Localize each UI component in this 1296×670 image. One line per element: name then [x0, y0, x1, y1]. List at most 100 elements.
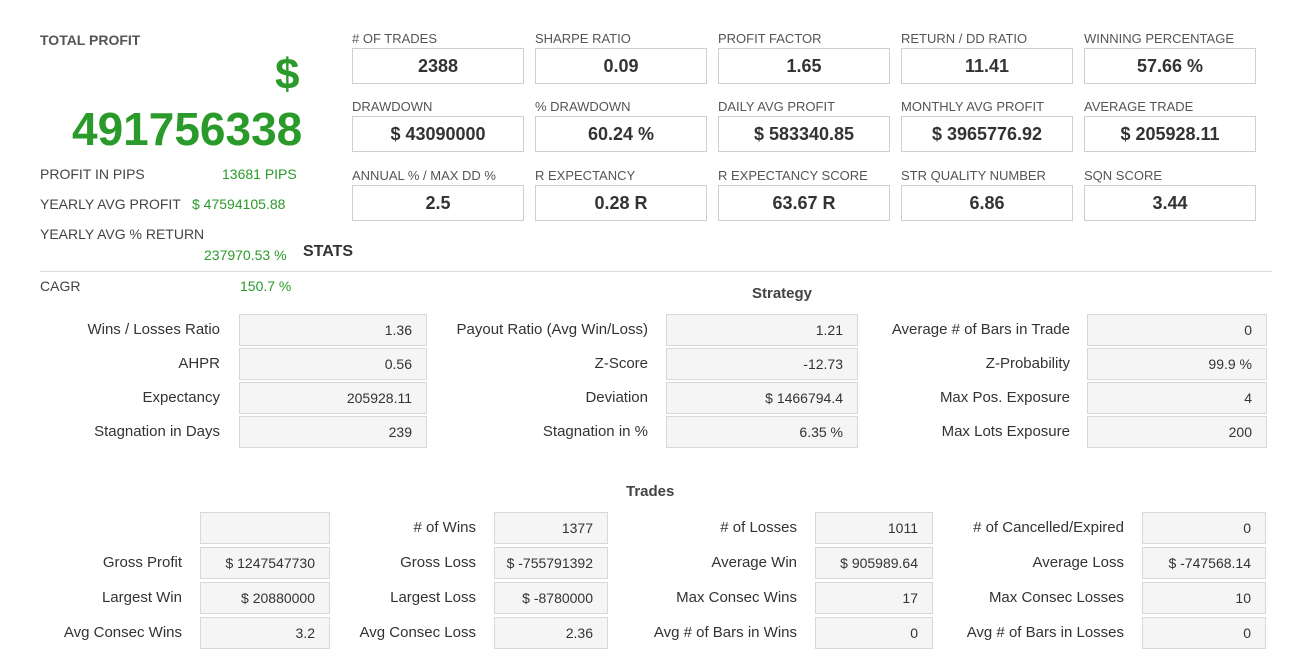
total-profit-value: 491756338: [72, 103, 303, 155]
strategy-row-value: 0: [1087, 314, 1267, 346]
metric-label: WINNING PERCENTAGE: [1084, 31, 1234, 46]
trades-row-value: $ -8780000: [494, 582, 608, 614]
trades-section-title: Trades: [626, 483, 675, 500]
metric-label: ANNUAL % / MAX DD %: [352, 168, 496, 183]
strategy-row-value: 4: [1087, 382, 1267, 414]
cagr-value: 150.7 %: [240, 278, 292, 294]
metric-value: 0.09: [535, 48, 707, 84]
metric-label: RETURN / DD RATIO: [901, 31, 1028, 46]
metric-value: 6.86: [901, 185, 1073, 221]
trades-row-label: Average Loss: [1032, 554, 1124, 571]
trades-row-value: 0: [1142, 617, 1266, 649]
total-profit-title: TOTAL PROFIT: [40, 32, 141, 48]
metric-label: # OF TRADES: [352, 31, 438, 46]
trades-row-label: Average Win: [711, 554, 797, 571]
strategy-row-value: 1.21: [666, 314, 858, 346]
metric-value: 57.66 %: [1084, 48, 1256, 84]
strategy-row-value: 239: [239, 416, 427, 448]
trades-row-value: 2.36: [494, 617, 608, 649]
trades-row-label: Largest Win: [101, 589, 182, 606]
strategy-row-label: Z-Probability: [985, 355, 1070, 372]
stats-title: STATS: [303, 243, 354, 260]
trades-row-value: $ -747568.14: [1142, 547, 1266, 579]
metric-value: $ 205928.11: [1084, 116, 1256, 152]
strategy-row-label: Average # of Bars in Trade: [891, 321, 1070, 338]
metric-value: 0.28 R: [535, 185, 707, 221]
yearly-avg-profit-value: $ 47594105.88: [192, 196, 286, 212]
yearly-avg-return-value: 237970.53 %: [204, 247, 287, 263]
metric-label: PROFIT FACTOR: [718, 31, 822, 46]
trades-row-value: 0: [1142, 512, 1266, 544]
trades-row-label: Max Consec Wins: [676, 589, 797, 606]
yearly-avg-return-label: YEARLY AVG % RETURN: [40, 226, 205, 242]
trades-row-label: Avg Consec Wins: [63, 624, 182, 641]
strategy-section-title: Strategy: [752, 285, 813, 302]
strategy-row-label: Deviation: [585, 389, 648, 406]
metric-label: STR QUALITY NUMBER: [901, 168, 1046, 183]
trades-row-label: Avg # of Bars in Wins: [653, 624, 797, 641]
strategy-row-label: Stagnation in Days: [94, 423, 220, 440]
trades-row-value: 3.2: [200, 617, 330, 649]
strategy-row-value: 99.9 %: [1087, 348, 1267, 380]
strategy-row-value: 200: [1087, 416, 1267, 448]
divider: [40, 271, 1272, 272]
strategy-row-value: 205928.11: [239, 382, 427, 414]
yearly-avg-profit-label: YEARLY AVG PROFIT: [40, 196, 181, 212]
trades-row-value: $ 20880000: [200, 582, 330, 614]
metric-value: 11.41: [901, 48, 1073, 84]
metric-value: 2388: [352, 48, 524, 84]
trades-row-value: 10: [1142, 582, 1266, 614]
metric-label: SHARPE RATIO: [535, 31, 631, 46]
trades-row-value: $ -755791392: [494, 547, 608, 579]
trades-row-label: Max Consec Losses: [988, 589, 1124, 606]
strategy-row-value: 1.36: [239, 314, 427, 346]
trades-row-label: Avg Consec Loss: [359, 624, 476, 641]
metric-label: SQN SCORE: [1084, 168, 1163, 183]
metric-value: 60.24 %: [535, 116, 707, 152]
strategy-row-label: Expectancy: [142, 389, 220, 406]
metric-label: % DRAWDOWN: [535, 99, 631, 114]
trades-row-label: Largest Loss: [390, 589, 476, 606]
metric-label: R EXPECTANCY SCORE: [718, 168, 868, 183]
trades-row-value: $ 1247547730: [200, 547, 330, 579]
strategy-row-label: AHPR: [178, 355, 220, 372]
trades-row-label: # of Wins: [413, 519, 476, 536]
trades-row-value: 0: [815, 617, 933, 649]
metric-value: 63.67 R: [718, 185, 890, 221]
strategy-row-label: Max Pos. Exposure: [939, 389, 1070, 406]
trades-row-value: 1011: [815, 512, 933, 544]
metric-label: AVERAGE TRADE: [1084, 99, 1194, 114]
strategy-row-value: 6.35 %: [666, 416, 858, 448]
trades-row-label: # of Losses: [720, 519, 797, 536]
strategy-row-label: Max Lots Exposure: [941, 423, 1070, 440]
metric-value: $ 43090000: [352, 116, 524, 152]
metric-value: $ 3965776.92: [901, 116, 1073, 152]
trades-row-value: $ 905989.64: [815, 547, 933, 579]
metric-value: $ 583340.85: [718, 116, 890, 152]
cagr-label: CAGR: [40, 278, 81, 294]
metric-label: MONTHLY AVG PROFIT: [901, 99, 1045, 114]
strategy-row-label: Payout Ratio (Avg Win/Loss): [456, 321, 648, 338]
strategy-row-label: Stagnation in %: [542, 423, 648, 440]
metric-label: R EXPECTANCY: [535, 168, 636, 183]
metric-value: 2.5: [352, 185, 524, 221]
trades-row-value: [200, 512, 330, 544]
strategy-row-value: $ 1466794.4: [666, 382, 858, 414]
trades-row-label: Gross Loss: [400, 554, 476, 571]
strategy-row-value: 0.56: [239, 348, 427, 380]
trades-row-label: # of Cancelled/Expired: [973, 519, 1124, 536]
strategy-row-label: Z-Score: [594, 355, 648, 372]
profit-in-pips-value: 13681 PIPS: [222, 166, 297, 182]
trades-row-value: 17: [815, 582, 933, 614]
trades-row-label: Gross Profit: [102, 554, 182, 571]
trades-row-value: 1377: [494, 512, 608, 544]
strategy-row-value: -12.73: [666, 348, 858, 380]
trades-row-label: Avg # of Bars in Losses: [966, 624, 1124, 641]
metric-value: 1.65: [718, 48, 890, 84]
total-profit-currency: $: [275, 50, 300, 99]
profit-in-pips-label: PROFIT IN PIPS: [40, 166, 145, 182]
metric-value: 3.44: [1084, 185, 1256, 221]
metric-label: DRAWDOWN: [352, 99, 433, 114]
strategy-row-label: Wins / Losses Ratio: [87, 321, 220, 338]
metric-label: DAILY AVG PROFIT: [718, 99, 836, 114]
